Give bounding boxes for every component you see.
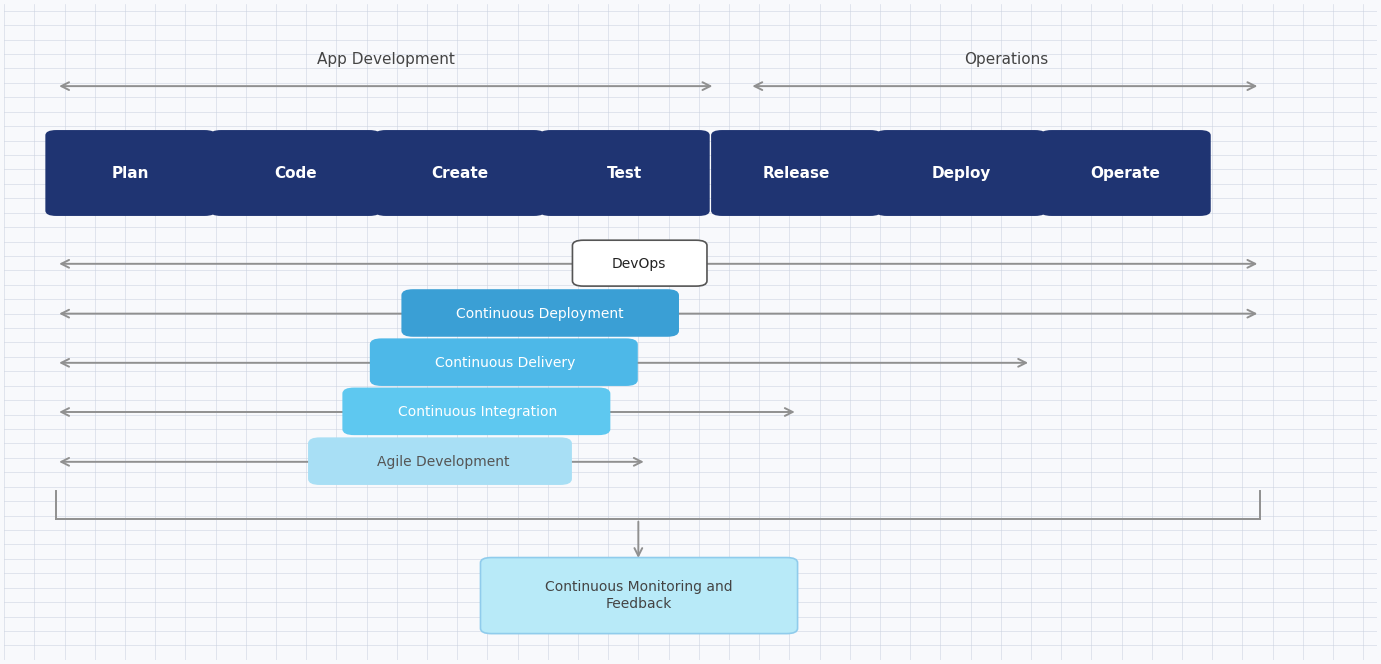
- Text: Test: Test: [608, 165, 642, 181]
- FancyBboxPatch shape: [1040, 130, 1211, 216]
- FancyBboxPatch shape: [374, 130, 545, 216]
- Text: Continuous Monitoring and
Feedback: Continuous Monitoring and Feedback: [545, 580, 733, 611]
- FancyBboxPatch shape: [309, 438, 572, 484]
- Text: Deploy: Deploy: [931, 165, 990, 181]
- Text: Release: Release: [762, 165, 830, 181]
- FancyBboxPatch shape: [210, 130, 380, 216]
- FancyBboxPatch shape: [402, 290, 678, 336]
- FancyBboxPatch shape: [876, 130, 1045, 216]
- Text: Continuous Delivery: Continuous Delivery: [435, 356, 576, 370]
- FancyBboxPatch shape: [711, 130, 881, 216]
- Text: DevOps: DevOps: [612, 257, 666, 271]
- FancyBboxPatch shape: [481, 558, 798, 633]
- Text: Plan: Plan: [112, 165, 149, 181]
- Text: Create: Create: [431, 165, 489, 181]
- Text: Operate: Operate: [1091, 165, 1160, 181]
- FancyBboxPatch shape: [46, 130, 215, 216]
- Text: Continuous Deployment: Continuous Deployment: [456, 307, 623, 321]
- FancyBboxPatch shape: [573, 240, 707, 286]
- FancyBboxPatch shape: [370, 339, 637, 385]
- Text: Operations: Operations: [964, 52, 1048, 68]
- Text: Continuous Integration: Continuous Integration: [398, 405, 558, 419]
- Text: Agile Development: Agile Development: [377, 455, 510, 469]
- FancyBboxPatch shape: [540, 130, 710, 216]
- Text: App Development: App Development: [316, 52, 454, 68]
- Text: Code: Code: [273, 165, 316, 181]
- FancyBboxPatch shape: [344, 388, 609, 434]
